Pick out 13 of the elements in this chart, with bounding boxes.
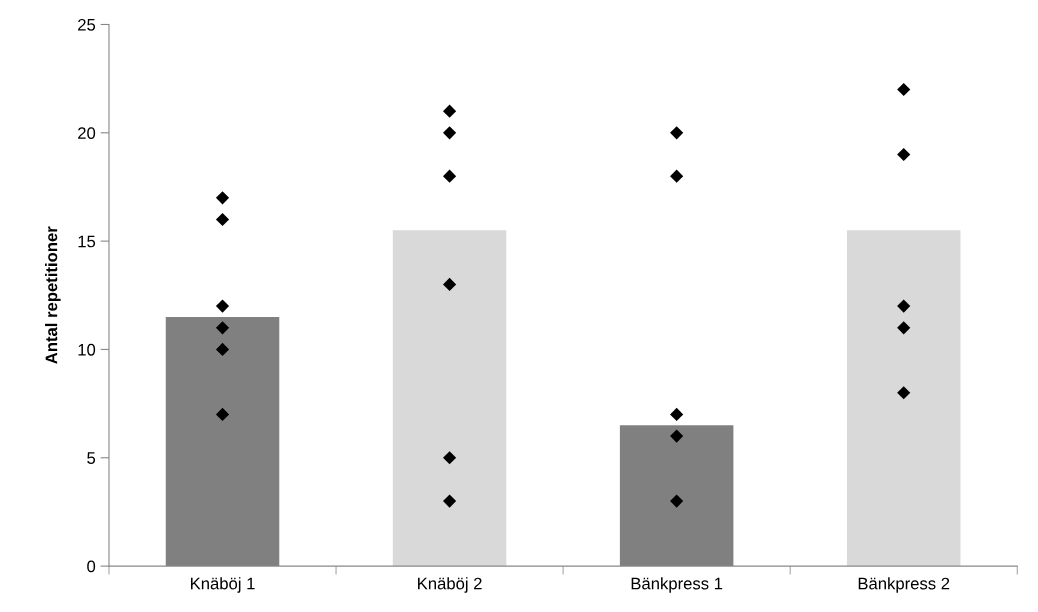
x-tick-label: Bänkpress 2 [858,577,950,593]
bar [392,230,507,567]
x-tick-label: Knäböj 1 [190,577,255,593]
y-tick-label: 10 [78,343,96,356]
y-tick-label: 0 [87,560,96,573]
y-tick-label: 20 [78,127,96,140]
y-tick-label: 15 [78,235,96,248]
bar [846,230,961,567]
y-tick-label: 5 [87,452,96,464]
y-axis-title: Antal repetitioner [45,226,61,364]
x-tick-label: Knäböj 2 [418,577,482,593]
y-tick-label: 25 [78,18,96,31]
x-tick-label: Bänkpress 1 [631,577,723,593]
